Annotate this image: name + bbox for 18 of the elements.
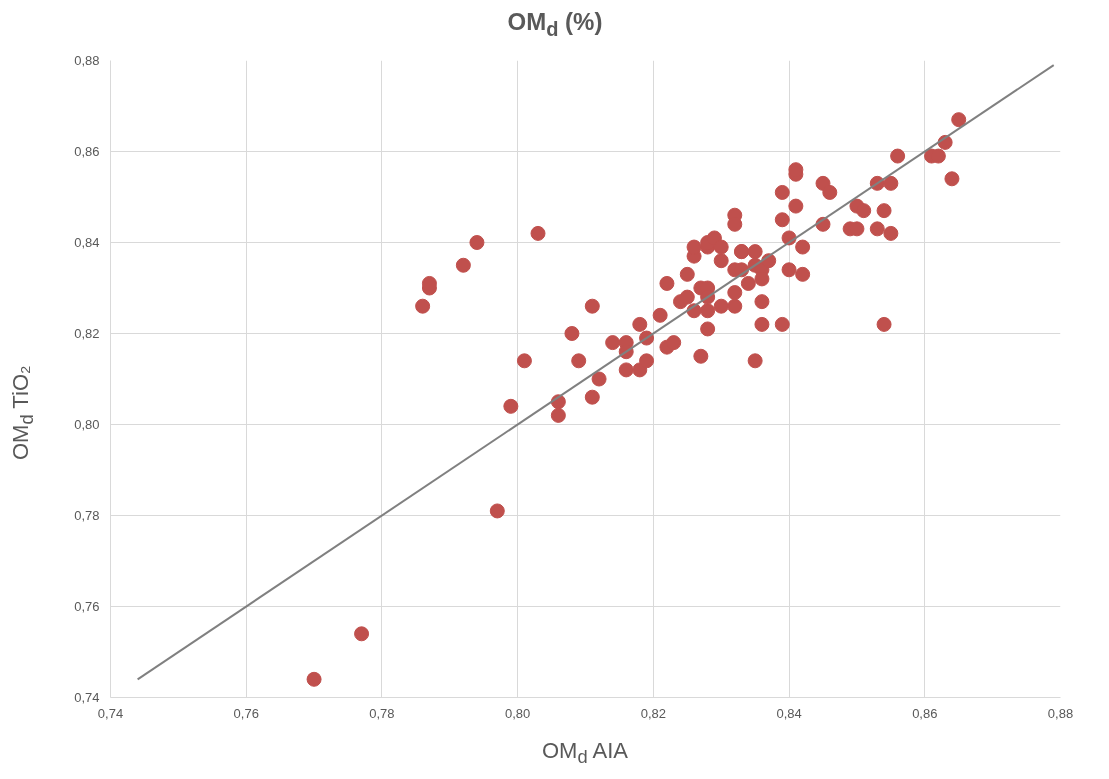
x-tick-label: 0,82 (640, 705, 667, 721)
x-tick-label: 0,74 (97, 705, 124, 721)
x-axis-title: OM$_{d}$ AIA (541, 737, 628, 770)
chart-title: OM$_{d}$ (%) (507, 7, 603, 42)
y-tick-label: 0,80 (74, 417, 100, 432)
x-tick-label: 0,78 (369, 705, 395, 721)
x-tick-label: 0,84 (776, 705, 802, 721)
y-tick-label: 0,74 (74, 690, 100, 705)
y-tick-label: 0,84 (74, 235, 100, 250)
y-tick-label: 0,76 (74, 599, 100, 614)
x-tick-label: 0,76 (233, 705, 259, 721)
x-tick-label: 0,86 (912, 705, 938, 721)
y-tick-label: 0,88 (74, 53, 100, 68)
x-tick-label: 0,80 (504, 705, 531, 721)
y-tick-label: 0,86 (74, 144, 100, 159)
x-tick-label: 0,88 (1047, 705, 1074, 721)
y-tick-label: 0,78 (74, 508, 100, 523)
y-tick-label: 0,82 (74, 326, 100, 341)
